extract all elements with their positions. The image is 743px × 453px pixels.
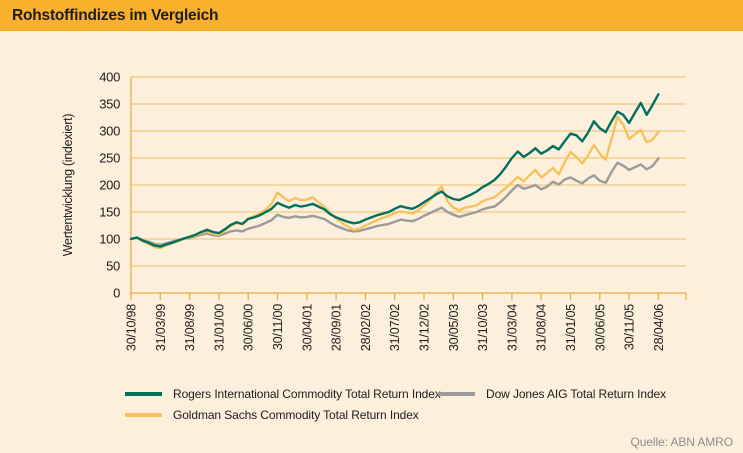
svg-text:300: 300 bbox=[99, 124, 120, 139]
svg-text:Wertentwicklung (indexiert): Wertentwicklung (indexiert) bbox=[61, 114, 75, 257]
chart-area: 0 50 100 150 200 250 300 350 400 Wertentwicklung … bbox=[0, 31, 743, 453]
svg-text:31/07/02: 31/07/02 bbox=[388, 304, 402, 351]
legend-label-dowjones: Dow Jones AIG Total Return Index bbox=[486, 387, 667, 401]
svg-text:400: 400 bbox=[99, 70, 120, 85]
svg-text:31/01/05: 31/01/05 bbox=[564, 304, 578, 351]
svg-text:50: 50 bbox=[106, 259, 120, 274]
svg-text:30/06/05: 30/06/05 bbox=[593, 304, 607, 351]
svg-text:0: 0 bbox=[113, 286, 120, 301]
page-title: Rohstoffindizes im Vergleich bbox=[12, 6, 219, 24]
legend-label-rogers: Rogers International Commodity Total Ret… bbox=[173, 387, 441, 401]
svg-text:28/02/02: 28/02/02 bbox=[359, 304, 373, 351]
svg-text:31/08/99: 31/08/99 bbox=[183, 304, 197, 351]
svg-text:31/10/03: 31/10/03 bbox=[476, 304, 490, 351]
svg-text:31/01/00: 31/01/00 bbox=[212, 304, 226, 351]
svg-text:350: 350 bbox=[99, 97, 120, 112]
svg-text:30/11/05: 30/11/05 bbox=[623, 304, 637, 350]
legend-label-goldman: Goldman Sachs Commodity Total Return Ind… bbox=[173, 408, 419, 422]
svg-text:31/08/04: 31/08/04 bbox=[535, 304, 549, 351]
svg-text:30/11/00: 30/11/00 bbox=[271, 304, 285, 350]
svg-text:31/03/99: 31/03/99 bbox=[154, 304, 168, 351]
svg-text:28/04/06: 28/04/06 bbox=[652, 304, 666, 351]
svg-text:30/05/03: 30/05/03 bbox=[447, 304, 461, 351]
legend-swatch-goldman bbox=[125, 413, 162, 417]
svg-text:30/06/00: 30/06/00 bbox=[242, 304, 256, 351]
svg-text:200: 200 bbox=[99, 178, 120, 193]
svg-text:31/12/02: 31/12/02 bbox=[418, 304, 432, 351]
svg-text:31/03/04: 31/03/04 bbox=[505, 304, 519, 351]
svg-text:250: 250 bbox=[99, 151, 120, 166]
legend-swatch-rogers bbox=[125, 392, 162, 396]
svg-text:30/04/01: 30/04/01 bbox=[300, 304, 314, 351]
svg-text:100: 100 bbox=[99, 232, 120, 247]
legend-swatch-dowjones bbox=[438, 392, 475, 396]
svg-text:28/09/01: 28/09/01 bbox=[330, 304, 344, 351]
legend-item-dowjones: Dow Jones AIG Total Return Index bbox=[438, 387, 666, 401]
svg-text:30/10/98: 30/10/98 bbox=[125, 304, 139, 351]
svg-text:150: 150 bbox=[99, 205, 120, 220]
chart-title-bar: Rohstoffindizes im Vergleich bbox=[0, 0, 743, 31]
legend-item-rogers: Rogers International Commodity Total Ret… bbox=[125, 387, 441, 401]
legend-item-goldman: Goldman Sachs Commodity Total Return Ind… bbox=[125, 408, 419, 422]
source-label: Quelle: ABN AMRO bbox=[630, 435, 734, 449]
line-chart: 0 50 100 150 200 250 300 350 400 Wertentwicklung … bbox=[61, 70, 687, 351]
